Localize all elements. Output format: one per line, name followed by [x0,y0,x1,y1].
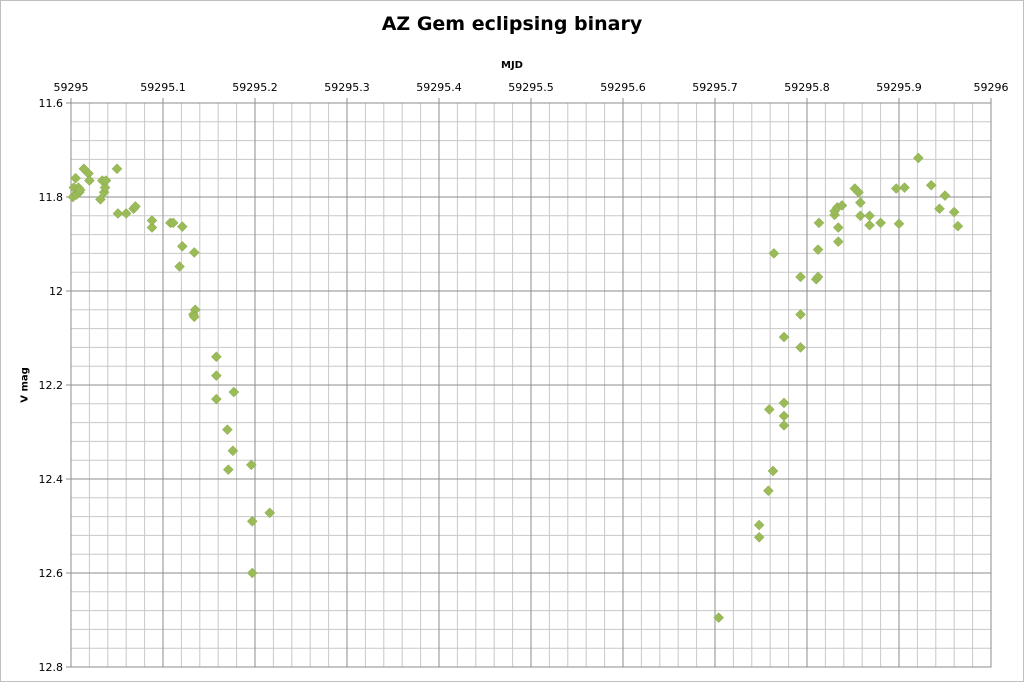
data-point [778,397,790,409]
data-point [912,152,924,164]
data-point [864,219,875,231]
data-point [211,393,222,405]
data-point [778,420,790,431]
data-point [227,445,239,457]
data-point [795,271,806,283]
data-points [67,152,964,624]
x-tick-label: 59295.8 [784,81,830,94]
major-gridlines [66,98,992,668]
x-tick-label: 59295 [54,81,89,94]
data-point [795,309,806,320]
x-tick-label: 59295.3 [324,81,370,94]
data-point [934,203,945,215]
x-tick-label: 59295.1 [140,81,186,94]
data-point [222,424,233,436]
data-point [100,175,112,186]
data-point [812,244,824,255]
data-point [176,221,188,232]
data-point [188,311,200,323]
data-point [763,404,775,415]
y-tick-label: 12.6 [39,567,64,580]
data-point [146,222,158,233]
data-point [120,208,132,219]
x-tick-label: 59296 [974,81,1009,94]
data-point [832,236,844,248]
x-tick-label: 59295.5 [508,81,554,94]
data-point [853,186,864,198]
chart-title: AZ Gem eclipsing binary [381,13,643,35]
y-tick-labels: 11.6 11.8 12 12.2 12.4 12.6 12.8 [39,97,64,674]
plot-border [70,102,992,668]
y-tick-label: 12.8 [39,661,64,674]
x-tick-label: 59295.2 [232,81,278,94]
data-point [95,193,106,205]
data-point [890,183,902,194]
data-point [795,342,806,353]
x-tick-labels: 59295 59295.1 59295.2 59295.3 59295.4 59295.5… [54,81,1009,94]
data-point [948,206,960,218]
data-point [875,217,886,229]
y-tick-label: 12 [49,285,63,298]
data-point [246,515,258,527]
data-point [211,351,222,363]
data-point [812,271,824,283]
data-point [174,261,185,272]
data-point [832,222,844,233]
data-point [836,200,848,211]
data-point [778,410,790,422]
data-point [778,331,790,343]
data-point [753,519,765,531]
data-point [176,240,188,252]
data-point [264,507,276,519]
data-point [939,190,951,201]
data-point [246,567,258,579]
y-tick-label: 12.2 [39,379,64,392]
data-point [713,612,725,624]
data-point [925,179,937,191]
data-point [84,175,95,186]
data-point [111,163,123,175]
x-tick-label: 59295.4 [416,81,462,94]
x-tick-label: 59295.6 [600,81,646,94]
y-tick-label: 12.4 [39,473,64,486]
data-point [99,182,111,193]
data-point [211,370,222,381]
data-point [146,215,158,226]
data-point [188,247,200,258]
data-point [767,465,779,477]
data-point [952,220,964,232]
data-point [864,210,875,222]
plot-frame [70,102,992,668]
data-point [245,459,257,471]
data-point [899,182,910,193]
data-point [855,210,866,222]
data-point [813,217,825,229]
x-tick-label: 59295.9 [876,81,922,94]
data-point [222,464,234,475]
x-axis-label: MJD [501,60,523,71]
data-point [855,197,866,208]
y-tick-label: 11.6 [39,97,64,110]
data-point [893,218,905,230]
data-point [228,386,240,398]
y-tick-label: 11.8 [39,191,64,204]
data-point [763,485,774,497]
data-point [130,201,141,212]
data-point [768,248,780,259]
data-point [753,531,765,543]
x-tick-label: 59295.7 [692,81,738,94]
data-point [167,217,179,229]
data-point [70,172,81,184]
data-point [112,208,124,219]
data-point [74,184,86,196]
